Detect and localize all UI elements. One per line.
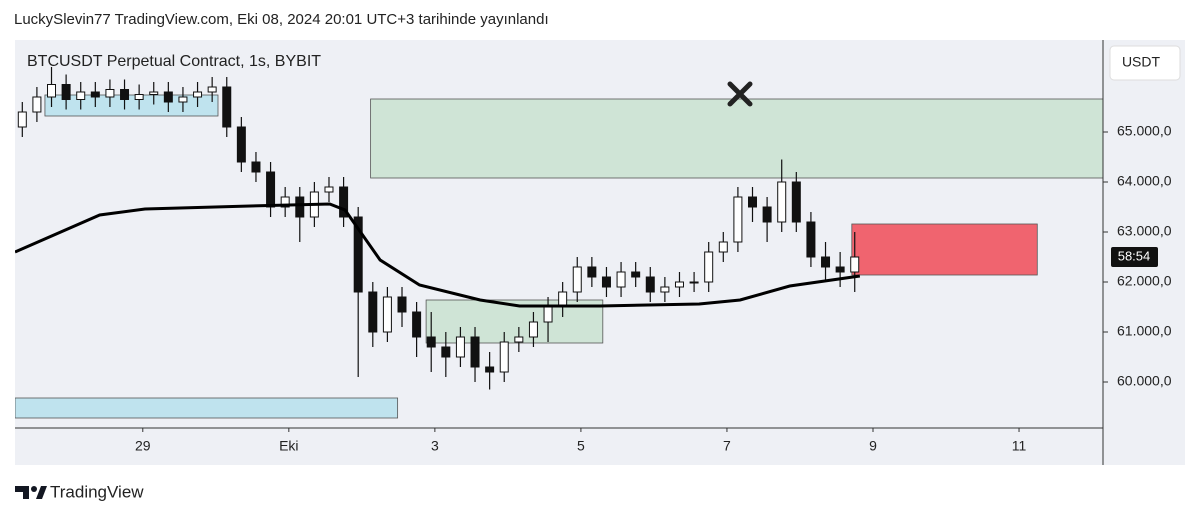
zone (370, 98, 1103, 179)
y-tick-label: 64.000,0 (1117, 173, 1172, 189)
candle-body (850, 256, 860, 273)
candle-body (470, 336, 480, 368)
candle-body (76, 91, 86, 100)
candle-body (689, 281, 699, 284)
candle-body (441, 346, 451, 358)
candle-body (353, 216, 363, 293)
candle-body (134, 94, 144, 100)
candle-body (426, 336, 436, 348)
candle-body (733, 196, 743, 243)
candle-body (178, 96, 188, 103)
y-tick-label: 61.000,0 (1117, 323, 1172, 339)
candle-body (748, 196, 758, 208)
chart-title: BTCUSDT Perpetual Contract, 1s, BYBIT (27, 53, 321, 70)
zone (15, 397, 399, 419)
candle-body (821, 256, 831, 268)
candle-body (251, 161, 261, 173)
x-tick-label: 11 (1012, 438, 1027, 454)
candle-body (236, 126, 246, 163)
candle-body (528, 321, 538, 338)
candle-body (485, 366, 495, 373)
countdown: 58:54 (1118, 248, 1151, 263)
candle-body (572, 266, 582, 293)
candle-body (105, 89, 115, 98)
x-tick-label: 3 (431, 438, 439, 454)
y-tick-label: 65.000,0 (1117, 123, 1172, 139)
candle-body (514, 336, 524, 343)
candle-body (280, 196, 290, 208)
candle-body (674, 281, 684, 288)
currency-label[interactable]: USDT (1122, 54, 1161, 70)
candle-body (266, 171, 276, 208)
candle-body (412, 311, 422, 338)
x-tick-label: 9 (869, 438, 877, 454)
candle-body (543, 306, 553, 323)
x-tick-label: 29 (135, 438, 151, 454)
candle-body (835, 266, 845, 273)
zone (851, 223, 1038, 276)
candle-body (149, 91, 159, 95)
currency-button[interactable] (1109, 45, 1181, 81)
candle-body (791, 181, 801, 223)
close-marker (727, 81, 753, 107)
candle-body (90, 91, 100, 98)
candle-body (61, 84, 71, 100)
candle-body (324, 186, 334, 193)
zone (44, 94, 219, 117)
y-tick-label: 60.000,0 (1117, 373, 1172, 389)
candle-body (660, 286, 670, 293)
candle-body (631, 271, 641, 278)
x-mark (727, 81, 753, 107)
x-tick-label: Eki (279, 438, 298, 454)
candle-body (163, 91, 173, 103)
candle-body (120, 89, 130, 100)
footer-brand: TradingView (50, 482, 144, 501)
candle-body (47, 84, 57, 98)
candle-body (222, 86, 232, 128)
y-tick-label: 62.000,0 (1117, 273, 1172, 289)
candle-body (587, 266, 597, 278)
candle-body (397, 296, 407, 313)
logo-shape (36, 486, 47, 499)
y-tick-label: 63.000,0 (1117, 223, 1172, 239)
logo (15, 486, 47, 499)
candle-body (17, 111, 27, 128)
moving-average (15, 202, 861, 308)
candle-body (382, 296, 392, 333)
logo-shape (31, 486, 37, 492)
candle-body (645, 276, 655, 293)
plot-area (15, 67, 1103, 419)
candle-body (295, 196, 305, 218)
candle-body (601, 276, 611, 288)
candle-body (339, 186, 349, 218)
header-title: LuckySlevin77 TradingView.com, Eki 08, 2… (14, 11, 549, 28)
candle-body (704, 251, 714, 283)
candle-body (207, 86, 217, 93)
candle-body (616, 271, 626, 288)
candle-body (718, 241, 728, 253)
candle-body (193, 91, 203, 98)
x-tick-label: 5 (577, 438, 585, 454)
candle-body (32, 96, 42, 113)
candle-body (499, 341, 509, 373)
candle-body (762, 206, 772, 223)
candle-body (777, 181, 787, 223)
candle-body (368, 291, 378, 333)
price-tag (1111, 247, 1158, 267)
candle-body (455, 336, 465, 358)
candle-body (806, 221, 816, 258)
x-tick-label: 7 (723, 438, 731, 454)
logo-shape (15, 486, 29, 499)
